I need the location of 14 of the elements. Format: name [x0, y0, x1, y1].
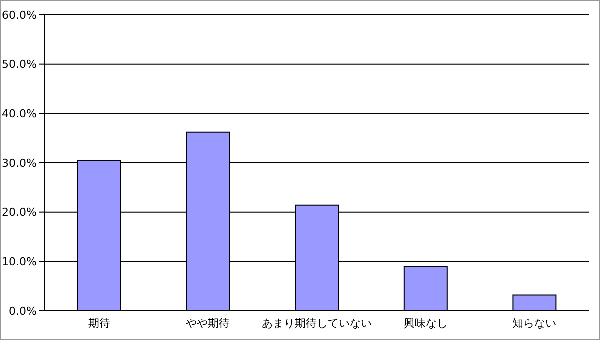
- y-tick-label: 20.0%: [2, 206, 37, 220]
- bar: [404, 266, 448, 311]
- x-tick-label: 興味なし: [404, 316, 448, 330]
- x-tick-label: やや期待: [186, 316, 230, 330]
- y-tick-label: 30.0%: [2, 156, 37, 170]
- y-tick-label: 0.0%: [9, 304, 37, 318]
- y-tick-label: 60.0%: [2, 8, 37, 22]
- y-tick-label: 50.0%: [2, 58, 37, 72]
- y-tick-label: 40.0%: [2, 108, 37, 121]
- x-tick-label: 知らない: [512, 316, 557, 330]
- bar: [512, 294, 557, 311]
- x-tick-label: 期待: [88, 316, 110, 330]
- x-tick-label: あまり期待していない: [262, 316, 372, 330]
- y-tick-label: 10.0%: [2, 256, 37, 269]
